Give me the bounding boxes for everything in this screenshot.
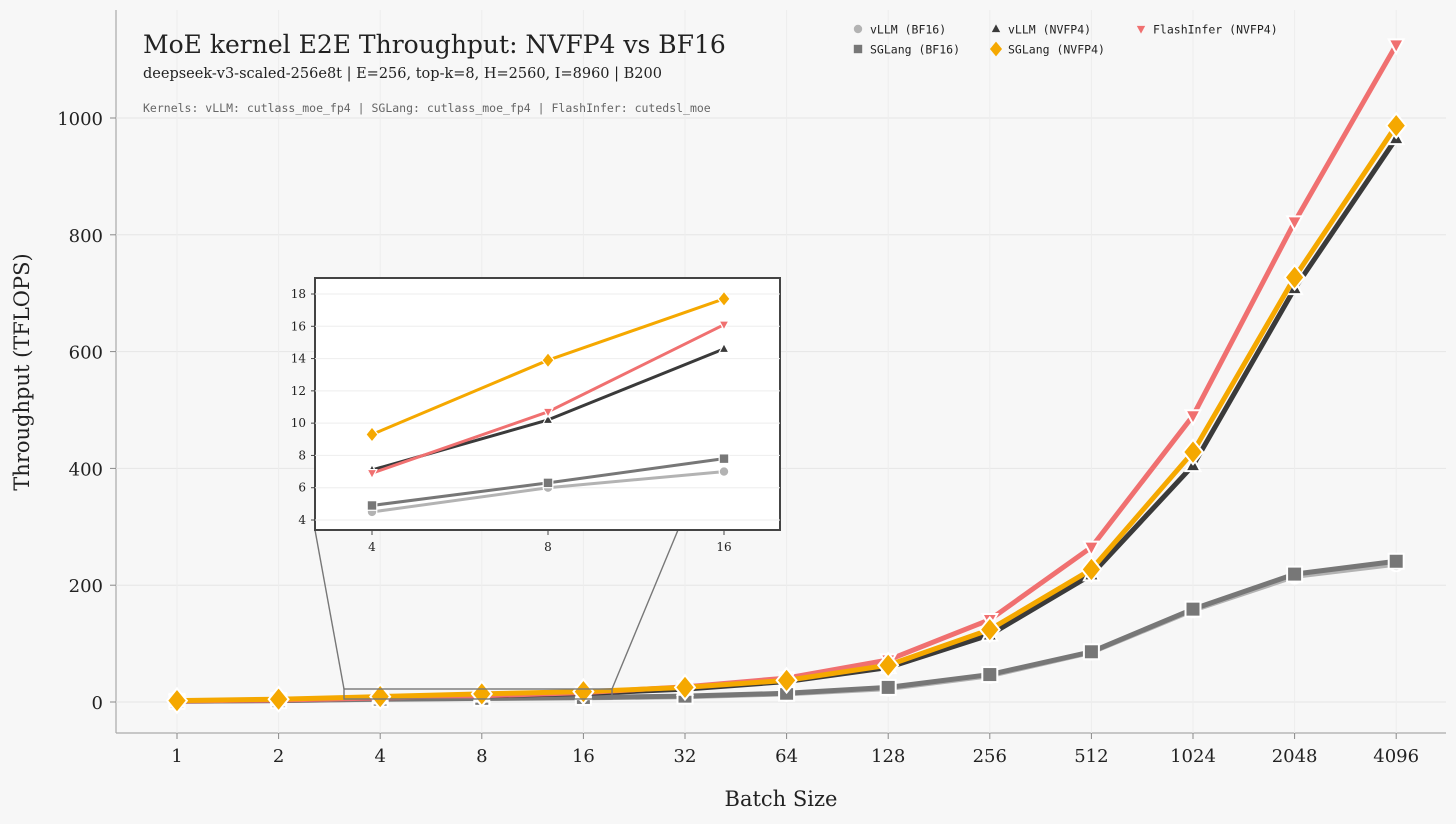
x-tick-label: 256 <box>973 746 1007 767</box>
inset-y-tick-label: 8 <box>298 448 306 462</box>
inset-x-tick-label: 8 <box>544 540 552 554</box>
x-tick-label: 2 <box>273 746 284 767</box>
inset-y-tick-label: 4 <box>298 513 306 527</box>
legend-marker-vllm-bf16 <box>854 25 862 33</box>
legend-entry-sglang-nvfp4: SGLang (NVFP4) <box>990 42 1105 57</box>
chart-title: MoE kernel E2E Throughput: NVFP4 vs BF16 <box>143 30 726 59</box>
x-tick-label: 64 <box>775 746 798 767</box>
inset-point-vllm-bf16 <box>719 467 729 477</box>
data-point-sglang-bf16 <box>1287 567 1302 582</box>
inset-y-tick-label: 10 <box>291 416 306 430</box>
inset-point-sglang-bf16 <box>719 454 729 464</box>
x-tick-label: 128 <box>871 746 905 767</box>
legend-label-vllm-bf16: vLLM (BF16) <box>870 23 946 37</box>
data-point-sglang-bf16 <box>881 680 896 695</box>
y-tick-label: 200 <box>69 576 103 597</box>
legend-entry-sglang-bf16: SGLang (BF16) <box>854 43 960 57</box>
data-point-sglang-bf16 <box>1084 644 1099 659</box>
x-axis-label: Batch Size <box>725 787 838 811</box>
kernels-note: Kernels: vLLM: cutlass_moe_fp4 | SGLang:… <box>143 101 711 115</box>
y-axis-label: Throughput (TFLOPS) <box>10 253 34 490</box>
y-tick-label: 600 <box>69 343 103 364</box>
data-point-sglang-bf16 <box>1389 554 1404 569</box>
x-tick-label: 1 <box>171 746 182 767</box>
y-tick-label: 1000 <box>57 109 103 130</box>
x-tick-label: 32 <box>674 746 697 767</box>
inset-y-tick-label: 6 <box>298 481 306 495</box>
legend-label-vllm-nvfp4: vLLM (NVFP4) <box>1008 23 1091 37</box>
legend-marker-sglang-bf16 <box>854 45 862 53</box>
legend-label-sglang-bf16: SGLang (BF16) <box>870 43 960 57</box>
x-tick-label: 4096 <box>1373 746 1419 767</box>
chart-figure: 020040060080010001 2 4 8 16 32 64 128 256 512 1024… <box>0 0 1456 824</box>
inset-point-sglang-bf16 <box>367 501 377 511</box>
y-tick-label: 400 <box>69 459 103 480</box>
x-tick-label: 4 <box>374 746 385 767</box>
legend-label-sglang-nvfp4: SGLang (NVFP4) <box>1008 43 1105 57</box>
data-point-sglang-bf16 <box>1186 602 1201 617</box>
legend-label-flashinfer-nvfp4: FlashInfer (NVFP4) <box>1153 23 1278 37</box>
inset-y-tick-label: 18 <box>291 287 306 301</box>
x-tick-label: 1024 <box>1170 746 1216 767</box>
x-tick-label: 512 <box>1074 746 1108 767</box>
inset-x-tick-label: 16 <box>716 540 731 554</box>
inset-y-tick-label: 16 <box>291 319 306 333</box>
legend-entry-flashinfer-nvfp4: FlashInfer (NVFP4) <box>1137 23 1278 37</box>
y-tick-label: 0 <box>92 693 103 714</box>
chart-subtitle: deepseek-v3-scaled-256e8t | E=256, top-k… <box>143 66 662 82</box>
x-tick-label: 2048 <box>1272 746 1318 767</box>
x-tick-label: 16 <box>572 746 595 767</box>
inset-y-tick-label: 14 <box>291 352 307 366</box>
inset-x-tick-label: 4 <box>368 540 376 554</box>
data-point-sglang-bf16 <box>982 667 997 682</box>
y-tick-label: 800 <box>69 226 103 247</box>
inset-point-sglang-bf16 <box>543 478 553 488</box>
x-tick-label: 8 <box>476 746 487 767</box>
inset-y-tick-label: 12 <box>291 384 306 398</box>
